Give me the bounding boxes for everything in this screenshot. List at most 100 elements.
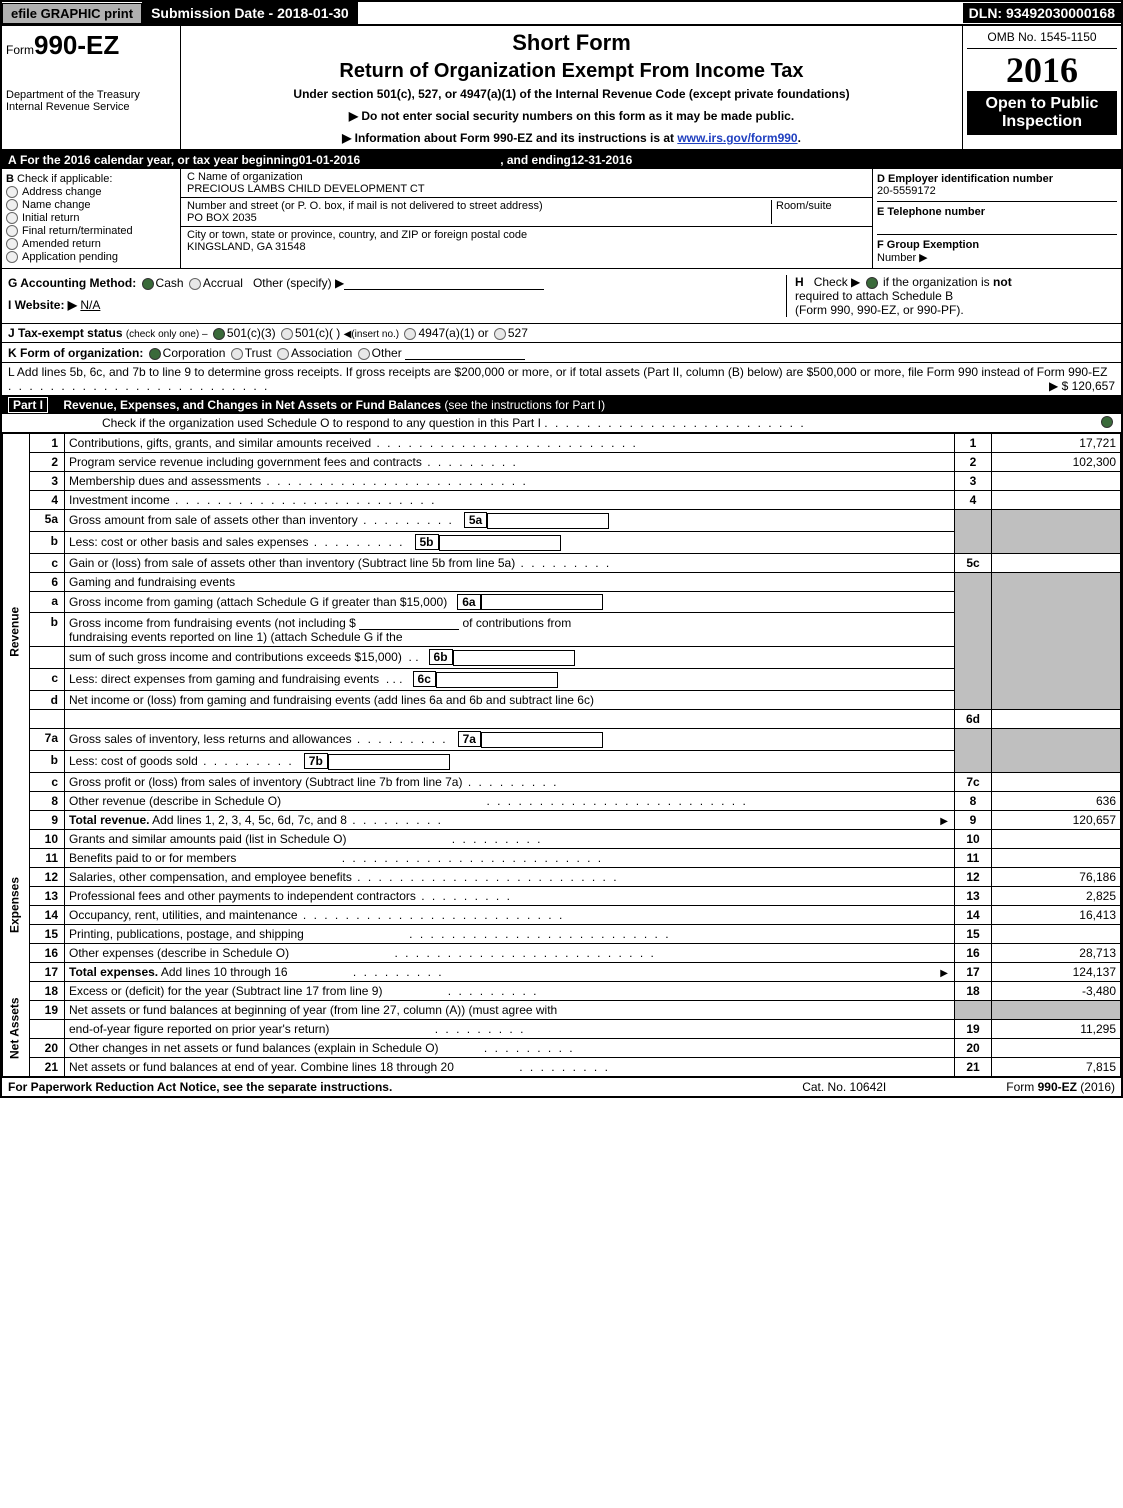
radio-cash[interactable] <box>142 278 154 290</box>
line6-text: Gaming and fundraising events <box>65 572 955 591</box>
line15-value <box>992 924 1121 943</box>
line1-value: 17,721 <box>992 434 1121 453</box>
box-6c[interactable] <box>436 672 558 688</box>
a-text-pre: For the 2016 calendar year, or tax year … <box>20 153 299 167</box>
footer-right-bold: 990-EZ <box>1038 1080 1077 1094</box>
expenses-side-label: Expenses <box>3 829 30 981</box>
g-other: Other (specify) ▶ <box>253 276 344 290</box>
line3-value <box>992 472 1121 491</box>
org-city: KINGSLAND, GA 31548 <box>187 241 866 253</box>
line11-text: Benefits paid to or for members <box>69 851 236 865</box>
line2-value: 102,300 <box>992 453 1121 472</box>
box-6b[interactable] <box>453 650 575 666</box>
j-b: 501(c)( ) <box>295 326 340 340</box>
b-item-1: Name change <box>22 199 91 211</box>
page-footer: For Paperwork Reduction Act Notice, see … <box>2 1077 1121 1096</box>
radio-corp[interactable] <box>149 348 161 360</box>
form-prefix: Form <box>6 43 34 57</box>
part1-check: Check if the organization used Schedule … <box>102 416 541 430</box>
j-a: 501(c)(3) <box>227 326 276 340</box>
h-box: H Check ▶ if the organization is not req… <box>786 275 1115 317</box>
l-dots <box>8 379 269 393</box>
box-7b[interactable] <box>328 754 450 770</box>
chk-final-return[interactable] <box>6 225 18 237</box>
radio-527[interactable] <box>494 328 506 340</box>
chk-application-pending[interactable] <box>6 251 18 263</box>
ein-value: 20-5559172 <box>877 185 1117 197</box>
line12-value: 76,186 <box>992 867 1121 886</box>
line19-value: 11,295 <box>992 1019 1121 1038</box>
k-label: K Form of organization: <box>8 346 143 360</box>
line6d-text: Net income or (loss) from gaming and fun… <box>65 691 955 710</box>
part1-header: Part I Revenue, Expenses, and Changes in… <box>2 396 1121 414</box>
part1-label: Part I <box>8 397 48 413</box>
b-item-3: Final return/terminated <box>22 225 133 237</box>
f-label: F Group Exemption <box>877 239 979 251</box>
omb-number: OMB No. 1545-1150 <box>967 30 1117 49</box>
k-assoc: Association <box>291 346 352 360</box>
form-subtitle: Under section 501(c), 527, or 4947(a)(1)… <box>189 87 954 101</box>
b-check: Check if applicable: <box>17 173 112 185</box>
row-k: K Form of organization: Corporation Trus… <box>2 343 1121 363</box>
k-other-blank[interactable] <box>405 345 525 360</box>
efile-print-button[interactable]: efile GRAPHIC print <box>2 3 142 24</box>
box-5b[interactable] <box>439 535 561 551</box>
footer-mid: Cat. No. 10642I <box>802 1080 886 1094</box>
row-a-tax-year: A For the 2016 calendar year, or tax yea… <box>2 151 1121 169</box>
line19-text: Net assets or fund balances at beginning… <box>65 1000 955 1019</box>
line6b-text2: of contributions from <box>463 616 572 630</box>
form-number: 990-EZ <box>34 30 119 60</box>
instr2-pre: ▶ Information about Form 990-EZ and its … <box>342 131 677 145</box>
org-name: PRECIOUS LAMBS CHILD DEVELOPMENT CT <box>187 183 866 195</box>
radio-assoc[interactable] <box>277 348 289 360</box>
g-accrual: Accrual <box>203 276 243 290</box>
blank-6b[interactable] <box>359 615 459 630</box>
chk-initial-return[interactable] <box>6 212 18 224</box>
line21-text: Net assets or fund balances at end of ye… <box>69 1060 454 1074</box>
instruction-1: ▶ Do not enter social security numbers o… <box>189 109 954 123</box>
chk-address-change[interactable] <box>6 186 18 198</box>
radio-other[interactable] <box>358 348 370 360</box>
box-6a[interactable] <box>481 594 603 610</box>
col-b: B Check if applicable: Address change Na… <box>2 169 181 268</box>
line9-value: 120,657 <box>992 810 1121 829</box>
radio-4947[interactable] <box>404 328 416 340</box>
part1-checkbox[interactable] <box>1101 416 1113 428</box>
box-7a[interactable] <box>481 732 603 748</box>
instruction-2: ▶ Information about Form 990-EZ and its … <box>189 131 954 145</box>
header-left: Form990-EZ Department of the Treasury In… <box>2 26 181 149</box>
g-other-blank[interactable] <box>344 275 544 290</box>
netassets-side-label: Net Assets <box>3 981 30 1076</box>
e-label: E Telephone number <box>877 206 985 218</box>
i-label: I Website: ▶ <box>8 298 77 312</box>
website-value: N/A <box>80 298 100 312</box>
box-5a[interactable] <box>487 513 609 529</box>
radio-501c3[interactable] <box>213 328 225 340</box>
line2-text: Program service revenue including govern… <box>69 455 422 469</box>
line14-text: Occupancy, rent, utilities, and maintena… <box>69 908 298 922</box>
line9-text: Total revenue. <box>69 813 149 827</box>
form-990ez-page: efile GRAPHIC print Submission Date - 20… <box>0 0 1123 1098</box>
radio-accrual[interactable] <box>189 278 201 290</box>
chk-name-change[interactable] <box>6 199 18 211</box>
form-header: Form990-EZ Department of the Treasury In… <box>2 24 1121 151</box>
col-c: C Name of organization PRECIOUS LAMBS CH… <box>181 169 873 268</box>
form-title: Return of Organization Exempt From Incom… <box>189 60 954 83</box>
line3-text: Membership dues and assessments <box>69 474 261 488</box>
chk-amended-return[interactable] <box>6 238 18 250</box>
line4-text: Investment income <box>69 493 170 507</box>
header-right: OMB No. 1545-1150 2016 Open to Public In… <box>963 26 1121 149</box>
line16-text: Other expenses (describe in Schedule O) <box>69 946 289 960</box>
line18-value: -3,480 <box>992 981 1121 1000</box>
k-corp: Corporation <box>163 346 226 360</box>
line8-value: 636 <box>992 791 1121 810</box>
radio-501c[interactable] <box>281 328 293 340</box>
line10-text: Grants and similar amounts paid (list in… <box>69 832 346 846</box>
open-to-public: Open to Public Inspection <box>967 91 1117 135</box>
line5c-value <box>992 553 1121 572</box>
h-checkbox[interactable] <box>866 277 878 289</box>
radio-trust[interactable] <box>231 348 243 360</box>
dln-label: DLN: 93492030000168 <box>963 3 1121 23</box>
h-not: not <box>993 275 1012 289</box>
irs-link[interactable]: www.irs.gov/form990 <box>677 131 797 145</box>
